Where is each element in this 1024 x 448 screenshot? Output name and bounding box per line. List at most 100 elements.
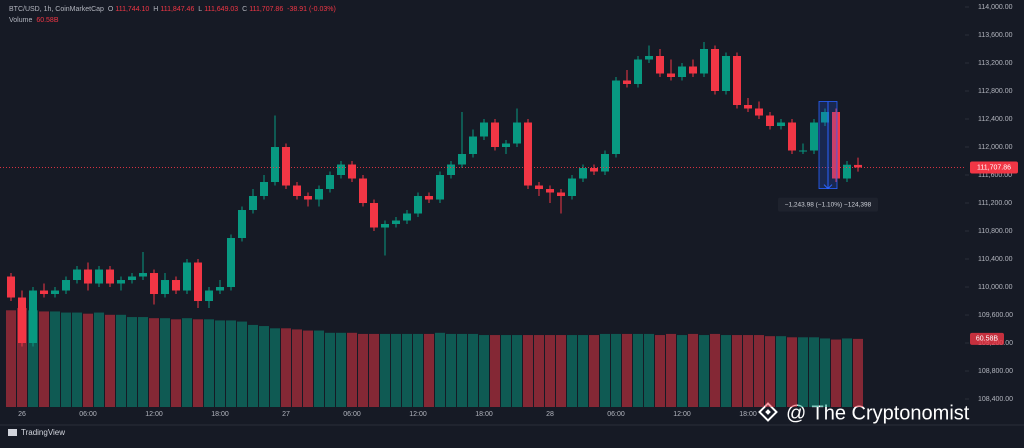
volume-bar <box>490 335 500 407</box>
volume-bar <box>325 332 335 407</box>
x-tick-label: 06:00 <box>343 411 361 418</box>
candle-body <box>612 80 620 155</box>
volume-bar <box>413 333 423 407</box>
candle-body <box>282 147 290 186</box>
volume-bar <box>468 333 478 407</box>
volume-bar <box>204 319 214 407</box>
candle-body <box>832 112 840 179</box>
volume-bar <box>138 317 148 407</box>
ohlc-key: L <box>198 6 203 13</box>
volume-bar <box>655 335 665 407</box>
candles <box>7 42 862 347</box>
volume-bar <box>765 336 775 407</box>
volume-bar <box>94 312 104 407</box>
candle-body <box>183 262 191 291</box>
candle-body <box>40 290 48 295</box>
candle-body <box>216 287 224 291</box>
y-tick-label: 108,800.00 <box>978 368 1013 375</box>
volume-bar <box>182 318 192 407</box>
volume-bar <box>270 328 280 407</box>
volume-bar <box>17 308 27 407</box>
symbol: BTC/USD, 1h, CoinMarketCap <box>9 6 104 13</box>
volume-bar <box>435 332 445 407</box>
x-tick-label: 06:00 <box>607 411 625 418</box>
candle-body <box>601 154 609 172</box>
candle-body <box>645 56 653 60</box>
watermark-icon <box>758 402 778 422</box>
volume-bar <box>83 313 93 407</box>
volume-bar <box>358 333 368 407</box>
y-tick-label: 113,600.00 <box>978 32 1013 39</box>
candle-body <box>535 185 543 190</box>
candle-body <box>161 280 169 295</box>
candle-body <box>436 175 444 200</box>
candle-body <box>73 269 81 281</box>
volume-bar <box>226 320 236 407</box>
volume-bar <box>6 310 16 407</box>
candle-body <box>51 290 59 295</box>
candle-body <box>381 224 389 228</box>
ohlc-key: H <box>153 6 159 13</box>
x-tick-label: 06:00 <box>79 411 97 418</box>
volume-bar <box>336 332 346 407</box>
ohlc-key: C <box>242 6 248 13</box>
candle-body <box>458 154 466 165</box>
candle-body <box>799 150 807 152</box>
volume-bar <box>754 335 764 407</box>
candle-body <box>678 66 686 78</box>
candle-body <box>788 122 796 151</box>
volume-bar <box>743 335 753 407</box>
candle-body <box>480 122 488 137</box>
volume-bar <box>578 335 588 407</box>
footer-brand: TradingView <box>21 428 65 437</box>
candle-body <box>700 49 708 74</box>
volume-bar <box>501 335 511 407</box>
candle-body <box>249 196 257 211</box>
y-tick-label: 109,600.00 <box>978 312 1013 319</box>
header-line: BTC/USD, 1h, CoinMarketCap O 111,744.10 H… <box>9 4 338 15</box>
volume-pane <box>6 308 863 407</box>
volume-bar <box>820 338 830 407</box>
volume-bar <box>809 337 819 407</box>
volume-bar <box>380 333 390 407</box>
volume-bar <box>534 335 544 407</box>
volume-bar <box>589 335 599 407</box>
candle-body <box>524 122 532 186</box>
x-tick-label: 18:00 <box>211 411 229 418</box>
candle-body <box>29 290 37 344</box>
candle-body <box>337 164 345 176</box>
volume-bar <box>644 333 654 407</box>
volume-bar <box>347 332 357 407</box>
candle-body <box>370 203 378 228</box>
candle-body <box>546 189 554 193</box>
candle-body <box>194 262 202 302</box>
y-tick-label: 113,200.00 <box>978 60 1013 67</box>
x-tick-label: 12:00 <box>409 411 427 418</box>
candle-body <box>315 189 323 200</box>
volume-bar <box>391 333 401 407</box>
last-price-label: 111,707.86 <box>977 164 1011 171</box>
y-tick-label: 112,400.00 <box>978 116 1013 123</box>
volume-bar <box>512 335 522 407</box>
volume-bar <box>457 333 467 407</box>
volume-bar <box>523 335 533 407</box>
last-volume-tag <box>970 332 1004 345</box>
candle-body <box>271 147 279 183</box>
volume-bar <box>28 310 38 407</box>
candle-body <box>172 280 180 291</box>
ohlc-value: 111,707.86 <box>249 6 284 13</box>
y-tick-label: 110,000.00 <box>978 284 1013 291</box>
measure-label-box <box>778 197 878 212</box>
candle-body <box>623 80 631 85</box>
ohlc-value: 111,744.10 <box>115 6 150 13</box>
candle-body <box>7 276 15 298</box>
candle-body <box>18 297 26 344</box>
volume-bar <box>831 339 841 407</box>
last-price-tag <box>970 161 1018 174</box>
candle-body <box>634 59 642 85</box>
candle-body <box>854 164 862 168</box>
x-tick-label: 28 <box>546 411 554 418</box>
candle-body <box>260 182 268 197</box>
ohlc-key: O <box>107 6 114 13</box>
ohlc-value: 111,649.03 <box>204 6 239 13</box>
